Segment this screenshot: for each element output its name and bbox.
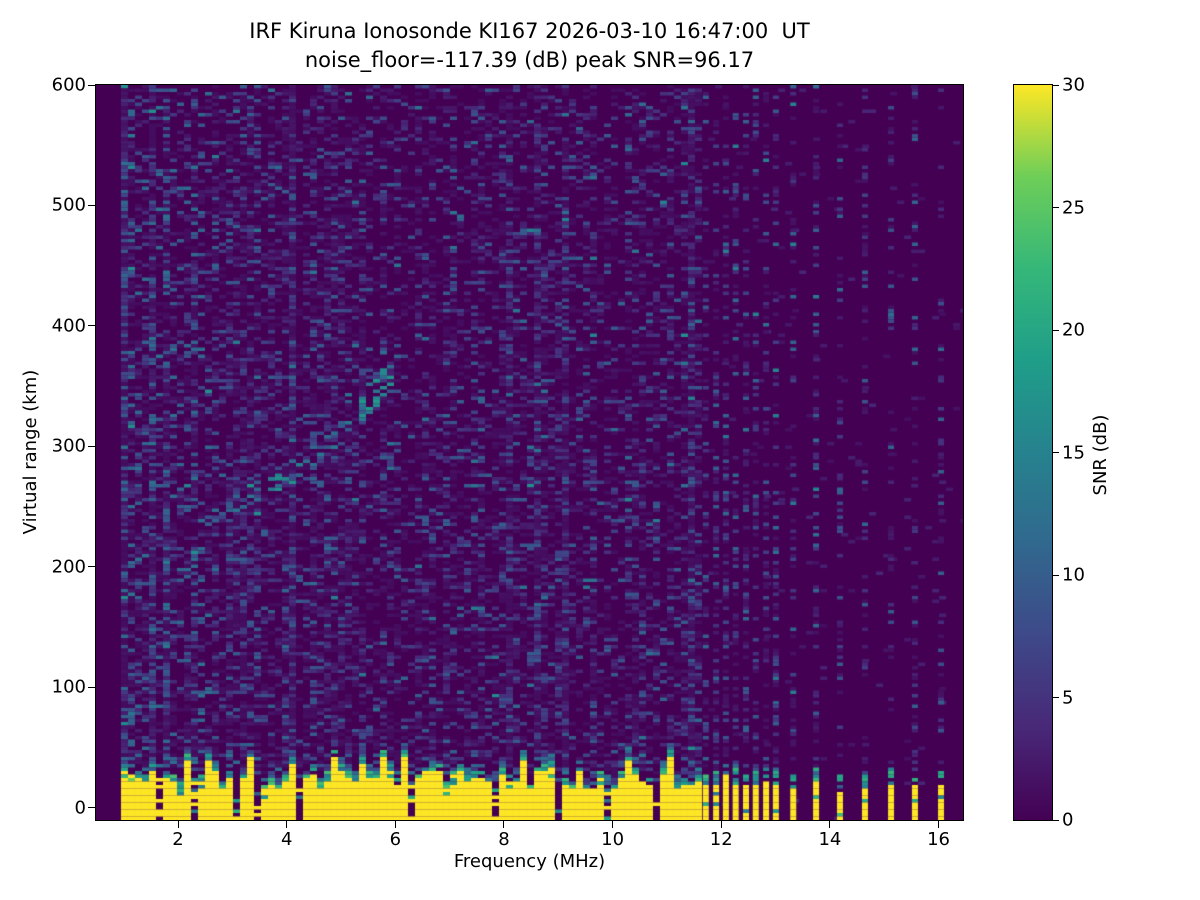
x-tick-mark [503,820,505,828]
x-tick-mark [829,820,831,828]
colorbar-tick-label: 30 [1062,74,1085,96]
y-tick-mark [88,566,96,568]
x-tick-label: 10 [601,829,625,850]
colorbar-tick-mark [1053,329,1059,331]
colorbar-tick-mark [1053,697,1059,698]
x-tick-label: 2 [172,829,184,850]
x-tick-label: 6 [389,829,402,850]
x-tick-mark [612,820,614,828]
y-tick-mark [88,84,96,86]
colorbar-tick-label: 5 [1062,687,1074,708]
x-tick-label: 16 [927,829,950,850]
y-tick-mark [88,445,96,447]
heatmap-plot-area [95,84,964,821]
x-tick-mark [938,820,940,828]
colorbar-tick-label: 15 [1062,442,1085,463]
ionogram-heatmap-canvas [96,85,963,820]
colorbar-tick-label: 10 [1062,564,1085,586]
y-tick-label: 600 [51,74,86,96]
colorbar-label: SNR (dB) [1090,414,1111,496]
colorbar-tick-mark [1053,452,1059,453]
colorbar-tick-label: 25 [1062,197,1085,218]
x-tick-mark [720,820,722,828]
y-tick-mark [88,807,96,809]
colorbar-tick-mark [1053,207,1059,208]
y-tick-mark [88,325,96,327]
y-tick-label: 500 [51,194,86,216]
colorbar-tick-mark [1053,819,1059,821]
chart-title: IRF Kiruna Ionosonde KI167 2026-03-10 16… [249,19,810,43]
x-tick-label: 4 [280,829,293,850]
colorbar-tick-label: 20 [1062,319,1085,341]
y-tick-label: 400 [51,315,86,337]
x-tick-mark [394,820,396,828]
y-tick-label: 300 [51,435,86,457]
colorbar-tick-label: 0 [1062,809,1074,831]
y-tick-label: 100 [51,676,86,698]
x-tick-mark [286,820,288,828]
colorbar [1013,84,1053,821]
y-tick-label: 200 [51,556,86,578]
x-tick-label: 14 [818,829,842,850]
colorbar-tick-mark [1053,574,1059,576]
y-tick-mark [88,686,96,688]
y-tick-mark [88,204,96,206]
x-tick-label: 12 [709,829,733,850]
chart-subtitle: noise_floor=-117.39 (dB) peak SNR=96.17 [304,48,755,72]
x-axis-label: Frequency (MHz) [453,851,606,872]
x-tick-label: 8 [498,829,510,850]
y-tick-label: 0 [74,797,86,819]
colorbar-tick-mark [1053,84,1059,86]
x-tick-mark [177,820,179,828]
